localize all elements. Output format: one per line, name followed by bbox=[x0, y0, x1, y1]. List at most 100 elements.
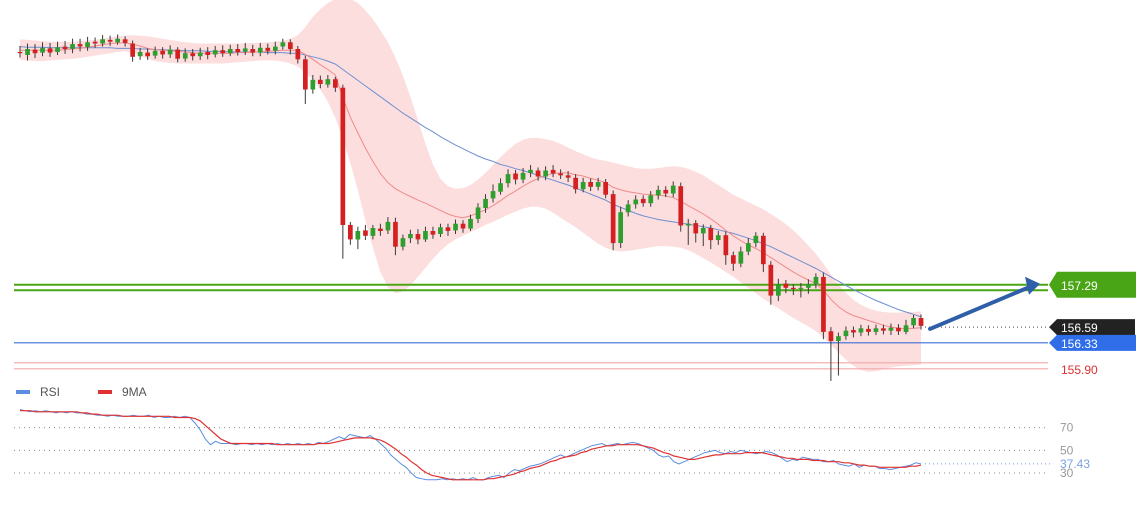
candle-body bbox=[160, 50, 165, 55]
bollinger-band-layer bbox=[20, 0, 921, 372]
candle bbox=[715, 230, 721, 245]
candle bbox=[25, 43, 30, 61]
candle bbox=[708, 224, 714, 250]
candle-body bbox=[483, 198, 488, 208]
candle bbox=[152, 46, 158, 59]
price-tag-bg bbox=[1049, 334, 1136, 351]
candle-body bbox=[490, 191, 496, 199]
candle bbox=[182, 48, 188, 62]
legend-swatch bbox=[16, 390, 30, 394]
candle bbox=[640, 195, 646, 207]
candle-body bbox=[122, 39, 128, 43]
price-tag-target: 157.29 bbox=[1049, 271, 1136, 298]
candle bbox=[603, 178, 608, 199]
candle bbox=[227, 44, 233, 57]
candle bbox=[250, 44, 256, 57]
candle-body bbox=[783, 283, 789, 288]
candle bbox=[393, 217, 398, 256]
candle bbox=[333, 76, 338, 92]
candle-body bbox=[137, 52, 143, 57]
candle bbox=[370, 224, 376, 240]
candle bbox=[212, 45, 218, 58]
candle-body bbox=[460, 223, 466, 229]
candle bbox=[273, 41, 278, 55]
candle-body bbox=[212, 50, 218, 55]
candle bbox=[776, 278, 781, 302]
bollinger-band bbox=[20, 0, 921, 372]
candle-body bbox=[798, 287, 804, 289]
candle bbox=[866, 325, 871, 336]
candle-body bbox=[40, 47, 45, 53]
rsi-level-label: 70 bbox=[1060, 421, 1074, 435]
candle-body bbox=[77, 44, 83, 47]
candle bbox=[468, 214, 473, 231]
candle-body bbox=[708, 228, 714, 241]
candle-body bbox=[333, 79, 338, 88]
candle bbox=[257, 42, 263, 57]
candle-body bbox=[700, 228, 706, 234]
candle bbox=[70, 38, 75, 54]
candle-body bbox=[130, 43, 135, 57]
candle bbox=[723, 231, 729, 265]
candle bbox=[445, 223, 451, 236]
candle-body bbox=[873, 328, 879, 332]
candle bbox=[378, 223, 383, 236]
candle-body bbox=[393, 221, 398, 247]
candle bbox=[670, 181, 676, 198]
candle-body bbox=[738, 251, 744, 264]
candle bbox=[520, 168, 526, 184]
candle-body bbox=[25, 49, 30, 55]
candle bbox=[806, 279, 811, 294]
candle bbox=[685, 218, 691, 245]
candle bbox=[92, 37, 98, 48]
candles-layer bbox=[17, 34, 924, 381]
candle-body bbox=[693, 223, 699, 234]
candle-body bbox=[685, 223, 691, 226]
candle-body bbox=[318, 79, 323, 84]
candle bbox=[888, 323, 894, 335]
rsi-level-label: 30 bbox=[1060, 466, 1074, 480]
candle bbox=[430, 226, 436, 239]
price-tag-text: 155.90 bbox=[1061, 363, 1098, 377]
candle bbox=[205, 47, 211, 60]
candle-body bbox=[415, 234, 421, 240]
rsi-legend-item-9ma: 9MA bbox=[98, 385, 147, 399]
candle-body bbox=[828, 331, 834, 341]
candle-body bbox=[55, 47, 60, 52]
candle bbox=[558, 169, 563, 179]
candle bbox=[318, 75, 323, 89]
candle-body bbox=[918, 318, 924, 326]
candle bbox=[738, 246, 744, 268]
rsi-legend-item-rsi: RSI bbox=[16, 385, 60, 399]
candle bbox=[918, 314, 924, 330]
candle bbox=[355, 226, 361, 250]
candle-body bbox=[468, 218, 473, 229]
candle bbox=[873, 324, 879, 335]
rsi-line bbox=[19, 409, 922, 481]
candle bbox=[242, 42, 248, 56]
candle-body bbox=[513, 173, 518, 180]
candle bbox=[618, 206, 623, 248]
candle-body bbox=[100, 39, 105, 44]
candle bbox=[137, 47, 143, 60]
candle bbox=[408, 229, 413, 244]
candle-body bbox=[47, 48, 53, 53]
candle-body bbox=[678, 186, 684, 226]
candle bbox=[648, 191, 654, 207]
candle-body bbox=[588, 182, 593, 187]
candle-body bbox=[242, 48, 248, 52]
projection-arrow-head bbox=[1025, 276, 1040, 295]
candle bbox=[768, 261, 774, 305]
candle-body bbox=[227, 49, 233, 54]
candle bbox=[565, 171, 571, 182]
candle-body bbox=[888, 327, 894, 331]
legend-swatch bbox=[98, 390, 112, 394]
candle bbox=[903, 319, 909, 335]
candle bbox=[17, 45, 23, 58]
price-tag-text: 156.59 bbox=[1061, 321, 1098, 335]
candle-body bbox=[858, 328, 864, 333]
candle bbox=[460, 220, 466, 233]
candle bbox=[535, 167, 541, 181]
candle bbox=[107, 35, 113, 46]
